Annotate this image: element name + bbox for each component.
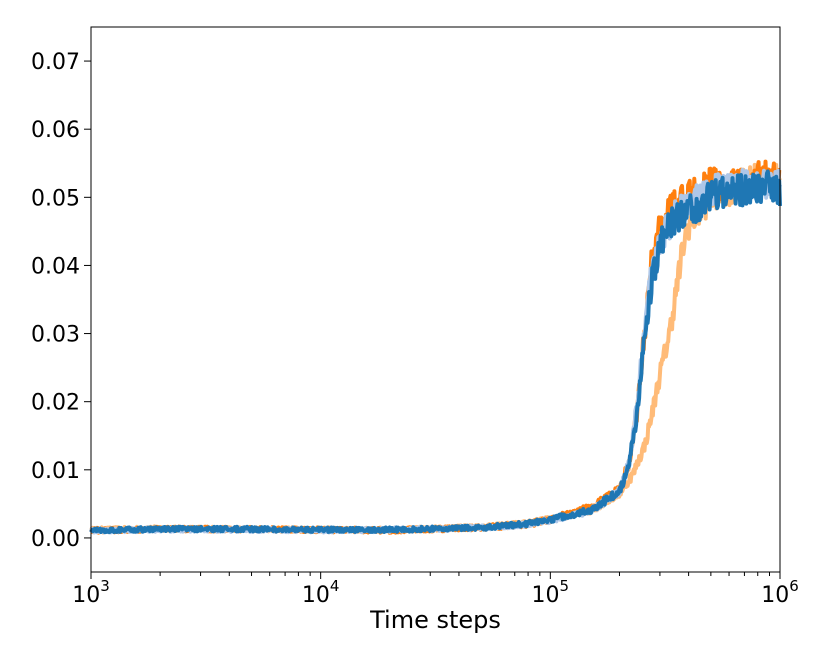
plot-frame	[90, 26, 781, 573]
y-axis: 0.00 0.01 0.02 0.03 0.04 0.05 0.06 0.07	[31, 50, 91, 552]
y-tick-label: 0.00	[31, 527, 80, 552]
y-tick-label: 0.07	[31, 50, 80, 75]
y-tick-label: 0.04	[31, 254, 80, 279]
x-tick-label: 103	[72, 577, 110, 608]
x-tick-label: 104	[302, 577, 340, 608]
y-tick-label: 0.05	[31, 186, 80, 211]
y-tick-label: 0.03	[31, 323, 80, 348]
x-tick-label: 105	[532, 577, 570, 608]
series-layer	[89, 159, 782, 535]
x-axis: 103 104 105 106	[72, 572, 799, 608]
x-tick-label: 106	[761, 577, 799, 608]
y-tick-label: 0.02	[31, 391, 80, 416]
y-tick-label: 0.01	[31, 459, 80, 484]
x-axis-title: Time steps	[369, 606, 501, 634]
y-tick-label: 0.06	[31, 118, 80, 143]
series-line-4	[89, 169, 782, 535]
